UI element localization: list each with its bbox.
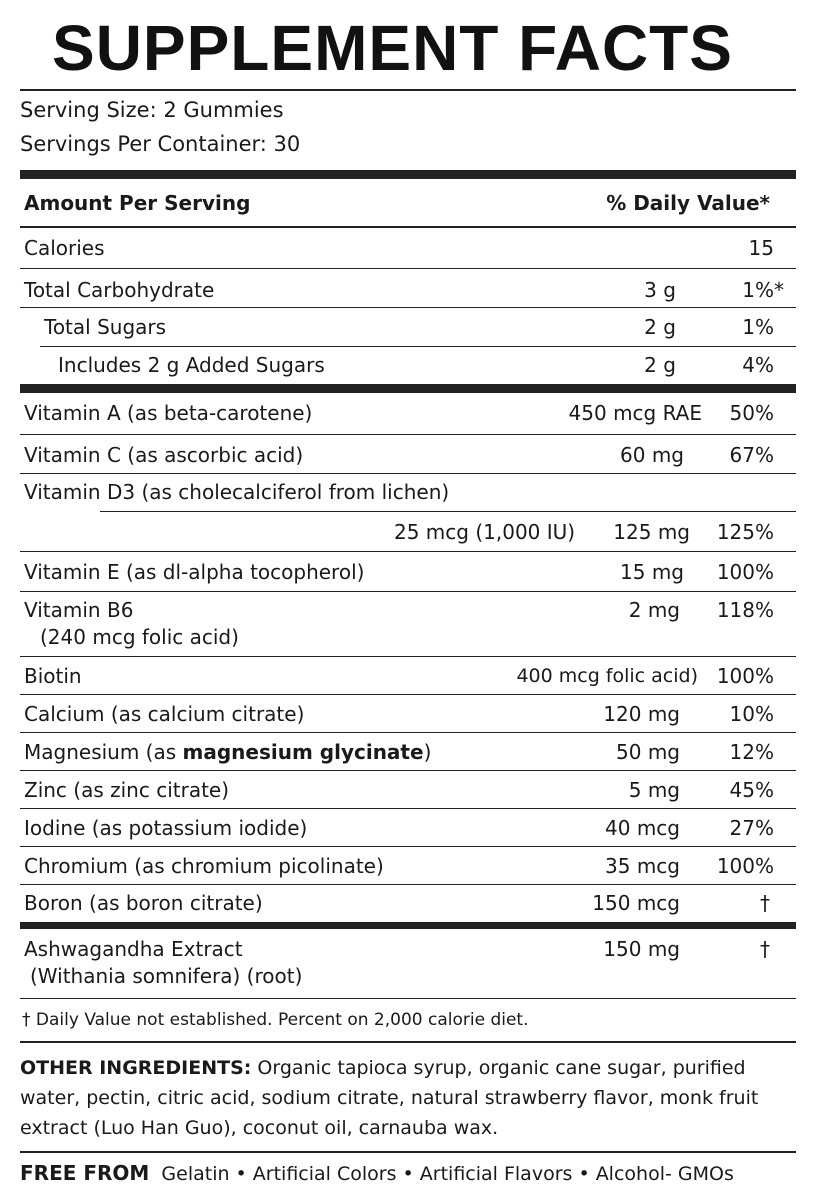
vitamin-d3-label: Vitamin D3 (as cholecalciferol from lich… <box>24 480 450 504</box>
vitamin-a-dv: 50% <box>729 401 774 425</box>
magnesium-label-post: ) <box>423 740 432 764</box>
biotin-dv: 100% <box>716 664 774 688</box>
biotin-amount: 400 mcg folic acid) <box>516 665 698 687</box>
divider <box>20 1041 796 1043</box>
divider <box>20 884 796 885</box>
vitamin-b6-sub: (240 mcg folic acid) <box>40 625 239 649</box>
divider <box>20 226 796 228</box>
vitamin-d3-sub: 25 mcg (1,000 IU) <box>394 520 576 544</box>
label-title: SUPPLEMENT FACTS <box>52 12 733 84</box>
footnote: † Daily Value not established. Percent o… <box>22 1010 529 1030</box>
magnesium-label: Magnesium (as magnesium glycinate) <box>24 739 431 765</box>
chromium-label: Chromium (as chromium picolinate) <box>24 854 384 878</box>
sugars-amount: 2 g <box>644 315 676 339</box>
magnesium-label-pre: Magnesium (as <box>24 740 183 764</box>
magnesium-amount: 50 mg <box>616 740 680 764</box>
biotin-label: Biotin <box>24 664 82 688</box>
ashwagandha-sub: (Withania somnifera) (root) <box>30 964 303 988</box>
divider <box>20 1151 796 1153</box>
chromium-dv: 100% <box>716 854 774 878</box>
vitamin-a-label: Vitamin A (as beta-carotene) <box>24 401 313 425</box>
amount-per-serving-header: Amount Per Serving <box>24 191 251 215</box>
divider <box>20 591 796 592</box>
calories-label: Calories <box>24 236 105 260</box>
divider <box>20 656 796 657</box>
added-sugars-label: Includes 2 g Added Sugars <box>58 353 325 377</box>
free-from-heading: FREE FROM <box>20 1161 150 1185</box>
vitamin-b6-amount: 2 mg <box>628 598 680 622</box>
boron-label: Boron (as boron citrate) <box>24 891 263 915</box>
iodine-dv: 27% <box>729 816 774 840</box>
iodine-amount: 40 mcg <box>605 816 680 840</box>
carb-label: Total Carbohydrate <box>24 278 215 302</box>
calories-value: 15 <box>748 236 774 260</box>
divider <box>20 732 796 733</box>
sugars-dv: 1% <box>742 315 774 339</box>
other-ingredients: OTHER INGREDIENTS: Organic tapioca syrup… <box>20 1053 800 1143</box>
sugars-label: Total Sugars <box>44 315 167 339</box>
zinc-amount: 5 mg <box>628 778 680 802</box>
magnesium-dv: 12% <box>729 740 774 764</box>
free-from: FREE FROM Gelatin • Artificial Colors • … <box>20 1161 734 1185</box>
vitamin-e-dv: 100% <box>716 560 774 584</box>
carb-dv: 1%* <box>742 278 784 302</box>
divider <box>40 346 796 347</box>
vitamin-c-amount: 60 mg <box>620 443 684 467</box>
boron-dv: † <box>760 891 770 915</box>
other-ingredients-text: Organic tapioca syrup, organic cane suga… <box>20 1057 759 1139</box>
divider <box>20 307 796 308</box>
vitamin-e-amount: 15 mg <box>620 560 684 584</box>
carb-amount: 3 g <box>644 278 676 302</box>
calcium-dv: 10% <box>729 702 774 726</box>
divider <box>20 998 796 999</box>
divider <box>20 846 796 847</box>
other-ingredients-heading: OTHER INGREDIENTS: <box>20 1057 252 1079</box>
divider <box>100 511 796 512</box>
ashwagandha-amount: 150 mg <box>603 937 680 961</box>
vitamin-e-label: Vitamin E (as dl-alpha tocopherol) <box>24 560 365 584</box>
divider <box>20 922 796 929</box>
boron-amount: 150 mcg <box>592 891 680 915</box>
calcium-label: Calcium (as calcium citrate) <box>24 702 305 726</box>
servings-per-container: Servings Per Container: 30 <box>20 132 301 156</box>
ashwagandha-dv: † <box>760 937 770 961</box>
ashwagandha-label: Ashwagandha Extract <box>24 937 243 961</box>
divider <box>20 170 796 179</box>
vitamin-b6-label: Vitamin B6 <box>24 598 134 622</box>
divider <box>20 473 796 474</box>
divider <box>20 694 796 695</box>
zinc-label: Zinc (as zinc citrate) <box>24 778 230 802</box>
zinc-dv: 45% <box>729 778 774 802</box>
divider <box>20 434 796 435</box>
magnesium-label-bold: magnesium glycinate <box>182 740 424 764</box>
vitamin-d3-amount: 125 mg <box>613 520 690 544</box>
iodine-label: Iodine (as potassium iodide) <box>24 816 308 840</box>
chromium-amount: 35 mcg <box>605 854 680 878</box>
divider <box>20 551 796 552</box>
divider <box>20 268 796 269</box>
added-sugars-dv: 4% <box>742 353 774 377</box>
vitamin-b6-dv: 118% <box>716 598 774 622</box>
vitamin-a-amount: 450 mcg RAE <box>568 401 702 425</box>
divider <box>20 89 796 91</box>
daily-value-header: % Daily Value* <box>606 191 770 215</box>
serving-size: Serving Size: 2 Gummies <box>20 98 284 122</box>
divider <box>20 770 796 771</box>
vitamin-d3-dv: 125% <box>716 520 774 544</box>
free-from-text: Gelatin • Artificial Colors • Artificial… <box>149 1163 734 1185</box>
vitamin-c-dv: 67% <box>729 443 774 467</box>
calcium-amount: 120 mg <box>603 702 680 726</box>
vitamin-c-label: Vitamin C (as ascorbic acid) <box>24 443 304 467</box>
divider <box>20 384 796 393</box>
divider <box>20 808 796 809</box>
added-sugars-amount: 2 g <box>644 353 676 377</box>
